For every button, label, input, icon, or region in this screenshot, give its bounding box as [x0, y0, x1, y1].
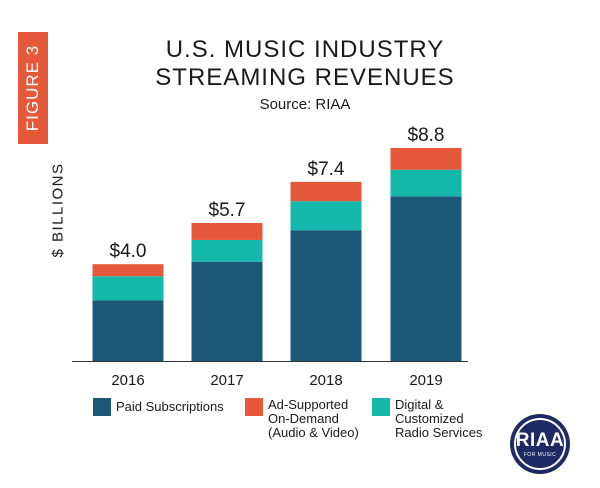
bar-2017-series-1: [191, 239, 263, 262]
bar-2018-series-1: [290, 201, 362, 231]
logo-ring: [514, 418, 566, 470]
chart-subtitle: Source: RIAA: [259, 96, 351, 113]
legend-swatch-paid: [93, 398, 111, 416]
bar-2016-series-2: [92, 264, 164, 277]
bar-2017-series-0: [191, 261, 263, 361]
x-tick-label-2016: 2016: [111, 372, 144, 389]
bar-2019-series-1: [390, 169, 462, 197]
bar-2018-series-2: [290, 181, 362, 202]
figure-tab: FIGURE 3: [18, 32, 48, 144]
x-tick-label-2017: 2017: [210, 372, 243, 389]
bar-2016-series-0: [92, 300, 164, 361]
legend-label-paid: Paid Subscriptions: [116, 399, 224, 414]
bar-2018-series-0: [290, 230, 362, 361]
total-label-2017: $5.7: [209, 200, 246, 221]
legend-swatch-ad: [245, 398, 263, 416]
bar-2019-series-2: [390, 147, 462, 170]
x-tick-label-2018: 2018: [309, 372, 342, 389]
legend-label-radio: Digital & Customized Radio Services: [395, 397, 483, 440]
total-label-2018: $7.4: [308, 159, 345, 180]
x-tick-label-2019: 2019: [409, 372, 442, 389]
logo-text: RIAA: [515, 430, 565, 451]
total-label-2016: $4.0: [110, 241, 147, 262]
legend-label-ad: Ad-Supported On-Demand (Audio & Video): [268, 397, 359, 440]
chart-title: U.S. MUSIC INDUSTRY STREAMING REVENUES: [155, 36, 455, 91]
bar-2019-series-0: [390, 196, 462, 361]
riaa-logo: RIAA FOR MUSIC: [510, 414, 570, 474]
legend-swatch-radio: [372, 398, 390, 416]
bar-2017-series-2: [191, 223, 263, 240]
total-label-2019: $8.8: [408, 125, 445, 146]
bar-2016-series-1: [92, 276, 164, 301]
logo-subtext: FOR MUSIC: [523, 452, 557, 458]
